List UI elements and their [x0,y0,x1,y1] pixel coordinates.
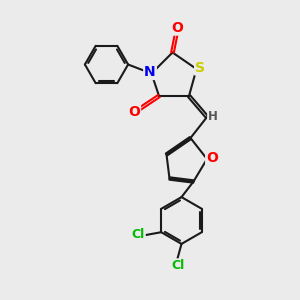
Text: O: O [206,152,218,165]
Text: S: S [195,61,205,74]
Text: Cl: Cl [172,259,185,272]
Text: O: O [128,105,140,118]
Text: O: O [172,21,184,34]
Text: Cl: Cl [131,228,145,241]
Text: H: H [208,110,218,123]
Text: N: N [144,65,156,79]
